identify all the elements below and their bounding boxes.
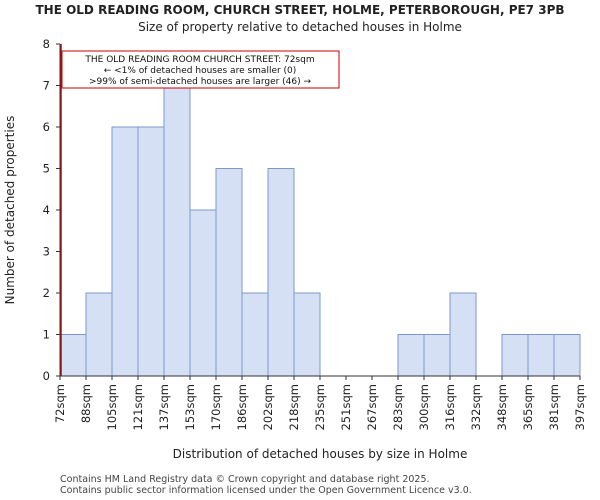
bar-381sqm [553, 334, 581, 377]
x-tick-label: 381sqm [547, 384, 561, 430]
bar-365sqm [527, 334, 555, 377]
y-tick-label: 5 [43, 162, 50, 176]
x-tick-label: 332sqm [469, 384, 483, 430]
x-tick-label: 397sqm [573, 384, 587, 430]
y-tick-label: 2 [43, 286, 50, 300]
x-ticks-group: 72sqm 88sqm 105sqm 121sqm 137sqm 153sqm 170sqm… [53, 376, 587, 430]
bar-72sqm [59, 334, 87, 377]
bar-105sqm [111, 126, 139, 377]
chart-subtitle: Size of property relative to detached ho… [138, 20, 462, 34]
x-tick-label: 283sqm [391, 384, 405, 430]
y-ticks-group: 0 1 2 3 4 5 6 7 8 [43, 37, 60, 383]
bar-137sqm [163, 85, 191, 377]
bar-283sqm [397, 334, 425, 377]
x-tick-label: 251sqm [339, 384, 353, 430]
x-tick-label: 72sqm [53, 384, 67, 423]
bar-121sqm [137, 126, 165, 377]
x-tick-label: 218sqm [287, 384, 301, 430]
y-tick-label: 8 [43, 37, 50, 51]
annotation-line-larger: >99% of semi-detached houses are larger … [89, 77, 312, 87]
annotation-frame [61, 50, 340, 89]
footer-copyright: Contains HM Land Registry data © Crown c… [60, 474, 430, 485]
bar-170sqm [215, 168, 243, 377]
y-tick-label: 1 [43, 328, 50, 342]
x-tick-label: 267sqm [365, 384, 379, 430]
y-tick-label: 4 [43, 203, 50, 217]
y-tick-label: 0 [43, 369, 50, 383]
bar-316sqm [449, 292, 477, 377]
bar-218sqm [293, 292, 321, 377]
bar-88sqm [85, 292, 113, 377]
x-tick-label: 365sqm [521, 384, 535, 430]
bars-group [59, 85, 581, 377]
bar-348sqm [501, 334, 529, 377]
x-tick-label: 153sqm [183, 384, 197, 430]
y-tick-label: 7 [43, 79, 50, 93]
annotation-box: THE OLD READING ROOM CHURCH STREET: 72sq… [61, 50, 340, 89]
bar-202sqm [267, 168, 295, 377]
bar-300sqm [423, 334, 451, 377]
x-tick-label: 105sqm [105, 384, 119, 430]
y-tick-label: 6 [43, 120, 50, 134]
bar-153sqm [189, 209, 217, 377]
annotation-line-smaller: ← <1% of detached houses are smaller (0) [104, 66, 297, 76]
x-axis-label: Distribution of detached houses by size … [173, 447, 468, 461]
footer-licence: Contains public sector information licen… [60, 485, 472, 496]
y-tick-label: 3 [43, 245, 50, 259]
x-tick-label: 121sqm [131, 384, 145, 430]
bar-186sqm [241, 292, 269, 377]
annotation-line-property: THE OLD READING ROOM CHURCH STREET: 72sq… [84, 55, 314, 65]
x-tick-label: 348sqm [495, 384, 509, 430]
chart-title: THE OLD READING ROOM, CHURCH STREET, HOL… [35, 3, 565, 17]
x-tick-label: 300sqm [417, 384, 431, 430]
x-tick-label: 235sqm [313, 384, 327, 430]
x-tick-label: 88sqm [79, 384, 93, 423]
x-tick-label: 170sqm [209, 384, 223, 430]
x-tick-label: 186sqm [235, 384, 249, 430]
x-tick-label: 202sqm [261, 384, 275, 430]
x-tick-label: 137sqm [157, 384, 171, 430]
y-axis-label: Number of detached properties [3, 116, 17, 305]
x-tick-label: 316sqm [443, 384, 457, 430]
